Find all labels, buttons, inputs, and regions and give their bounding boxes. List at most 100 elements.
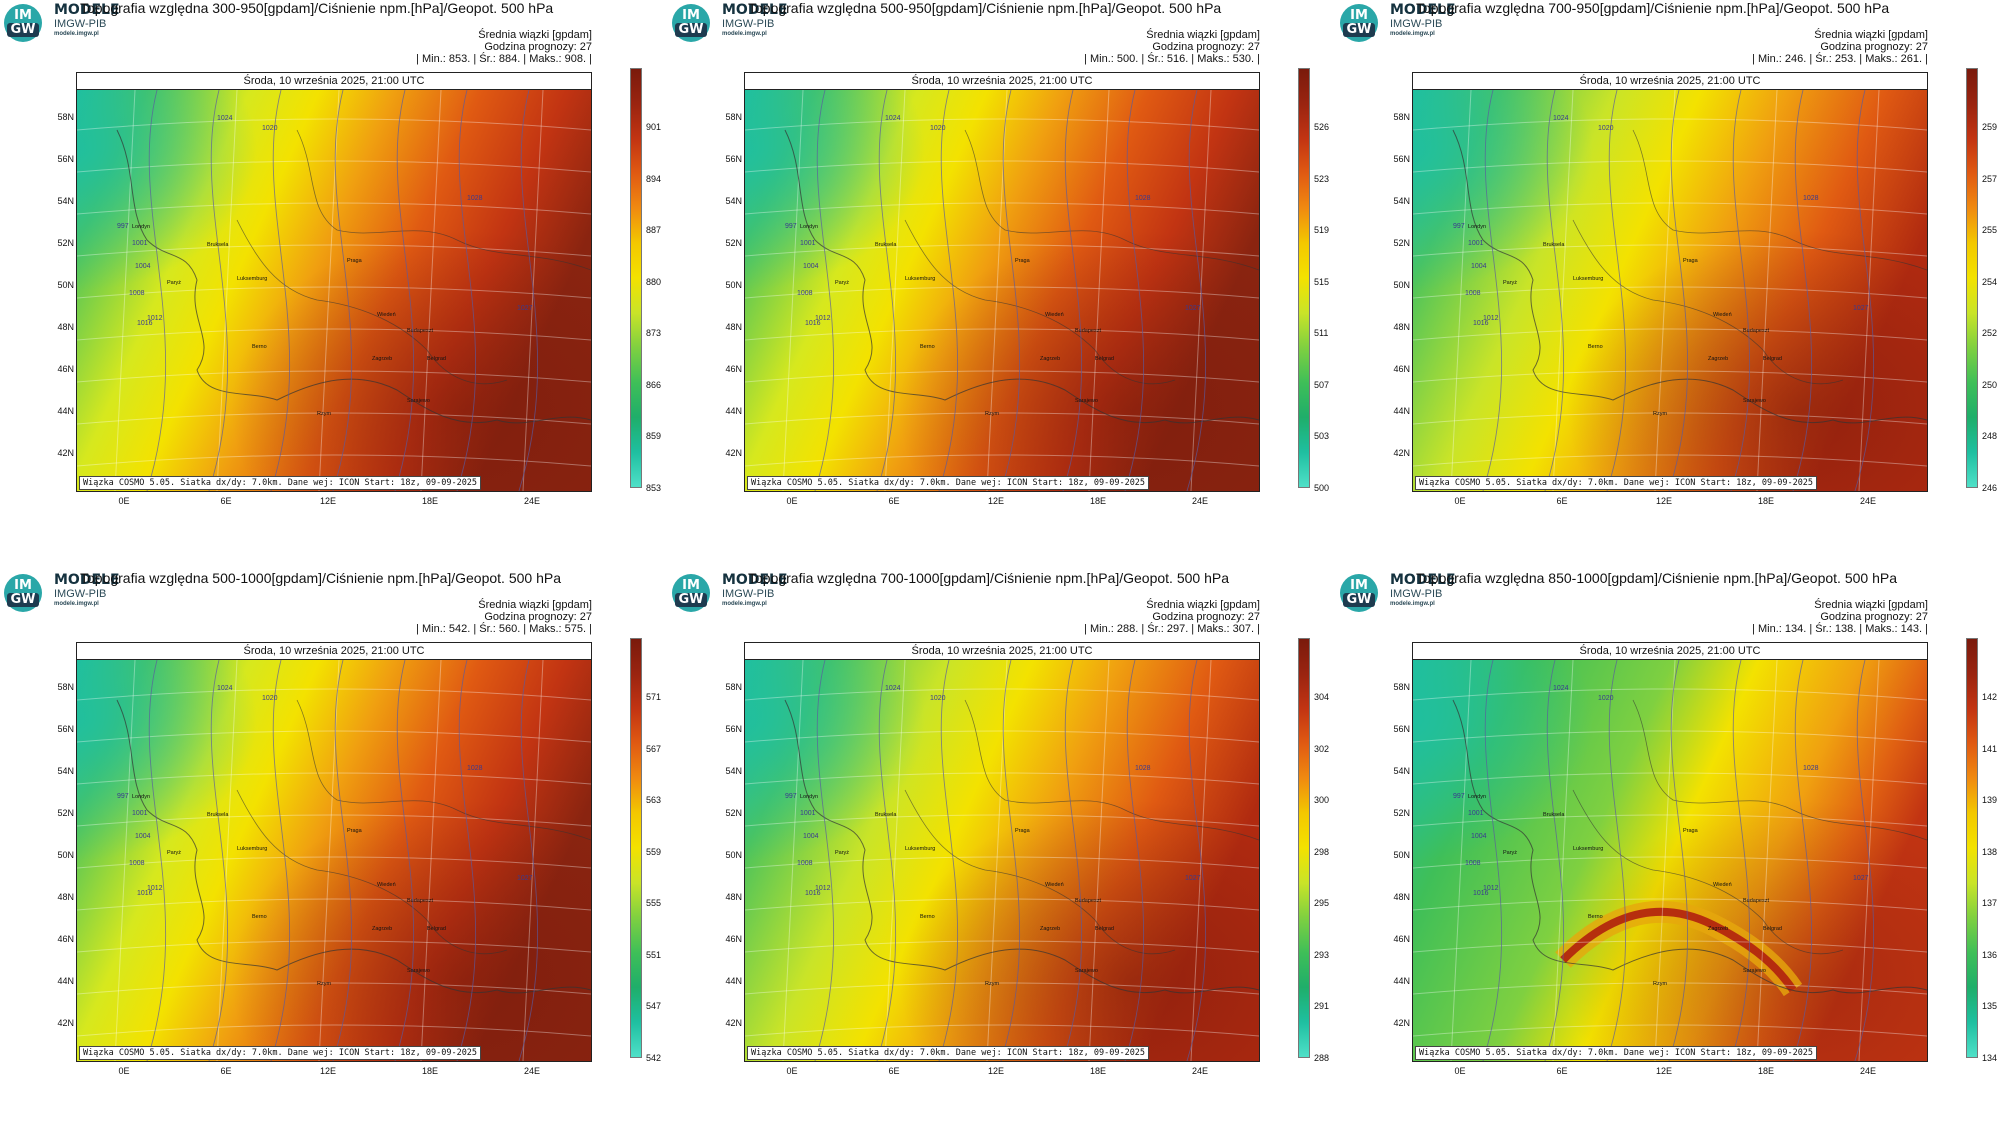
imgw-logo[interactable]: IM GW: [1340, 4, 1378, 42]
lat-label: 58N: [57, 112, 74, 122]
legend-label: Średnia wiązki [gpdam]: [478, 29, 592, 41]
city-label: Rzym: [1653, 411, 1667, 417]
city-label: Berno: [1588, 344, 1603, 350]
isobar-label: 1020: [930, 695, 946, 702]
brand-site[interactable]: modele.imgw.pl: [722, 31, 767, 37]
city-label: Londyn: [1468, 794, 1486, 800]
lat-label: 54N: [57, 766, 74, 776]
brand-org: IMGW-PIB: [54, 18, 107, 30]
isobar-label: 1028: [467, 765, 483, 772]
lat-label: 46N: [57, 934, 74, 944]
isobar-label: 1008: [1465, 860, 1481, 867]
city-label: Berno: [920, 344, 935, 350]
model-footer: Wiązka COSMO 5.05. Siatka dx/dy: 7.0km. …: [79, 476, 482, 490]
panel-meta: Średnia wiązki [gpdam] Godzina prognozy:…: [416, 599, 592, 635]
isobar-label: 1004: [135, 833, 151, 840]
lon-label: 24E: [1859, 496, 1876, 506]
lat-label: 52N: [725, 238, 742, 248]
city-label: Bruksela: [207, 242, 229, 248]
city-label: Londyn: [800, 794, 818, 800]
brand-name: MODELE: [1390, 2, 1456, 18]
lon-label: 24E: [1191, 1066, 1208, 1076]
brand-site[interactable]: modele.imgw.pl: [1390, 31, 1435, 37]
forecast-panel-3: IM GW MODELE IMGW-PIB modele.imgw.pl Top…: [1336, 0, 2000, 568]
lat-label: 44N: [725, 976, 742, 986]
lon-label: 18E: [1757, 496, 1774, 506]
imgw-logo[interactable]: IM GW: [4, 4, 42, 42]
scale-tick-label: 866: [646, 379, 662, 390]
forecast-hour: Godzina prognozy: 27: [1820, 41, 1928, 53]
lon-label: 0E: [118, 496, 130, 506]
scale-tick-label: 136: [1982, 949, 1998, 960]
imgw-logo[interactable]: IM GW: [672, 4, 710, 42]
isobar-label: 1027: [1185, 875, 1201, 882]
scale-tick-label: 901: [646, 122, 662, 132]
city-label: Wiedeń: [1713, 882, 1732, 888]
brand-block: MODELE IMGW-PIB modele.imgw.pl: [722, 573, 832, 608]
city-label: Praga: [347, 258, 363, 264]
panel-title: Topografia względna 500-950[gpdam]/Ciśni…: [748, 0, 1222, 16]
city-label: Zagrzeb: [1708, 356, 1728, 362]
city-label: Luksemburg: [905, 276, 935, 282]
lon-label: 18E: [1757, 1066, 1774, 1076]
lat-label: 44N: [57, 976, 74, 986]
city-label: Zagrzeb: [372, 356, 392, 362]
scale-tick-label: 300: [1314, 795, 1330, 805]
lon-label: 18E: [1089, 1066, 1106, 1076]
brand-site[interactable]: modele.imgw.pl: [54, 601, 99, 607]
brand-block: MODELE IMGW-PIB modele.imgw.pl: [1390, 3, 1500, 38]
city-label: Belgrad: [1763, 926, 1782, 932]
lon-label: 12E: [987, 496, 1004, 506]
lat-label: 54N: [1393, 766, 1410, 776]
brand-site[interactable]: modele.imgw.pl: [722, 601, 767, 607]
scale-tick-label: 302: [1314, 743, 1330, 754]
city-label: Luksemburg: [237, 276, 267, 282]
lat-label: 52N: [1393, 238, 1410, 248]
isobar-label: 1027: [1185, 305, 1201, 312]
city-label: Wiedeń: [1045, 312, 1064, 318]
scale-tick-label: 507: [1314, 379, 1330, 390]
imgw-logo[interactable]: IM GW: [4, 574, 42, 612]
lat-label: 50N: [57, 850, 74, 860]
brand-name: MODELE: [54, 2, 120, 18]
field-stats: | Min.: 500. | Śr.: 516. | Maks.: 530. |: [1084, 53, 1260, 65]
scale-tick-label: 134: [1982, 1052, 1998, 1063]
city-label: Belgrad: [427, 926, 446, 932]
lat-label: 56N: [725, 154, 742, 164]
city-label: Praga: [1015, 258, 1031, 264]
brand-site[interactable]: modele.imgw.pl: [54, 31, 99, 37]
brand-site[interactable]: modele.imgw.pl: [1390, 601, 1435, 607]
brand-name: MODELE: [54, 572, 120, 588]
scale-tick-label: 523: [1314, 173, 1330, 184]
lat-label: 56N: [57, 154, 74, 164]
lon-label: 12E: [1655, 1066, 1672, 1076]
map-date: Środa, 10 września 2025, 21:00 UTC: [1413, 73, 1927, 90]
lat-label: 46N: [725, 364, 742, 374]
scale-tick-label: 567: [646, 743, 662, 754]
lat-label: 48N: [57, 322, 74, 332]
city-label: Sarajewo: [1743, 398, 1766, 404]
lon-label: 18E: [1089, 496, 1106, 506]
city-label: Paryż: [835, 850, 849, 856]
lat-label: 44N: [725, 406, 742, 416]
lon-label: 0E: [786, 1066, 798, 1076]
city-label: Budapeszt: [1743, 898, 1769, 904]
lat-label: 54N: [725, 766, 742, 776]
city-label: Luksemburg: [1573, 846, 1603, 852]
imgw-logo[interactable]: IM GW: [1340, 574, 1378, 612]
isobar-label: 1027: [1853, 875, 1869, 882]
lat-label: 58N: [57, 682, 74, 692]
lon-label: 0E: [118, 1066, 130, 1076]
map-date: Środa, 10 września 2025, 21:00 UTC: [745, 643, 1259, 660]
lat-label: 54N: [725, 196, 742, 206]
field-map: Londyn Paryż Bruksela Luksemburg Berno Praga W…: [1413, 660, 1927, 1061]
scale-tick-label: 246: [1982, 482, 1998, 493]
city-label: Wiedeń: [377, 882, 396, 888]
isobar-label: 1024: [885, 115, 901, 122]
imgw-logo[interactable]: IM GW: [672, 574, 710, 612]
isobar-label: 1024: [217, 685, 233, 692]
color-scale-bar: [630, 638, 642, 1058]
brand-org: IMGW-PIB: [722, 18, 775, 30]
scale-tick-label: 252: [1982, 328, 1998, 338]
city-label: Rzym: [985, 411, 999, 417]
